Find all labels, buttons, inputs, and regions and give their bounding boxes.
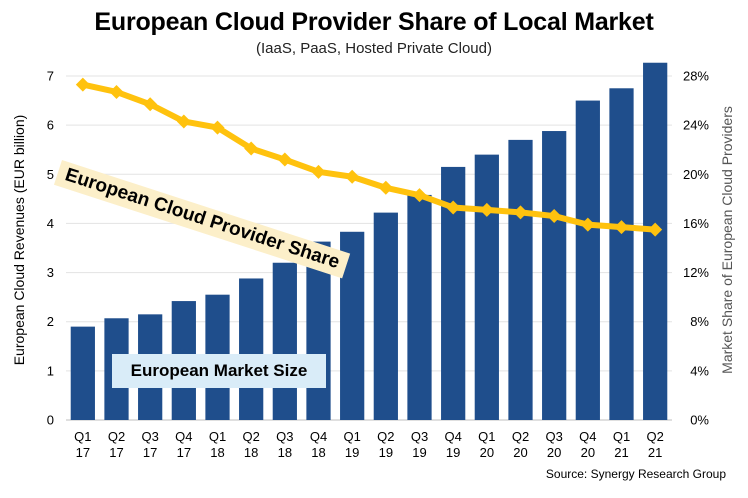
- market-series-label: European Market Size: [112, 354, 326, 388]
- y-left-tick-label: 3: [47, 265, 54, 280]
- share-point: [648, 222, 663, 237]
- x-tick-label: Q2 17: [108, 429, 125, 460]
- share-point: [547, 209, 562, 224]
- bar: [70, 326, 95, 420]
- x-tick-label: Q3 18: [276, 429, 293, 460]
- share-point: [614, 220, 629, 235]
- y-axis-left-ticks: 0 1 2 3 4 5 6 7: [47, 69, 54, 428]
- y-left-tick-label: 6: [47, 118, 54, 133]
- x-tick-label: Q1 19: [343, 429, 360, 460]
- y-right-tick-label: 8%: [690, 314, 709, 329]
- y-left-tick-label: 4: [47, 216, 54, 231]
- x-tick-label: Q3 20: [545, 429, 562, 460]
- source-note: Source: Synergy Research Group: [545, 467, 726, 481]
- x-tick-label: Q1 20: [478, 429, 495, 460]
- y-left-tick-label: 7: [47, 69, 54, 84]
- bar: [542, 131, 567, 421]
- bar: [643, 62, 668, 420]
- share-point: [311, 164, 326, 179]
- x-tick-label: Q4 20: [579, 429, 596, 460]
- y-axis-right-ticks: 0% 4% 8% 12% 16% 20% 24% 28%: [683, 69, 709, 428]
- x-tick-label: Q1 18: [209, 429, 226, 460]
- bar: [407, 194, 432, 420]
- x-tick-label: Q1 21: [613, 429, 630, 460]
- x-tick-label: Q3 17: [141, 429, 158, 460]
- x-tick-label: Q2 19: [377, 429, 394, 460]
- share-point: [143, 97, 158, 112]
- chart-title: European Cloud Provider Share of Local M…: [94, 8, 654, 36]
- y-right-tick-label: 24%: [683, 118, 709, 133]
- share-point: [378, 180, 393, 195]
- y-right-tick-label: 16%: [683, 216, 709, 231]
- y-left-tick-label: 2: [47, 314, 54, 329]
- x-tick-label: Q4 17: [175, 429, 192, 460]
- y-left-tick-label: 0: [47, 413, 54, 428]
- bar: [575, 100, 600, 421]
- y-right-tick-label: 0%: [690, 413, 709, 428]
- x-tick-label: Q4 18: [310, 429, 327, 460]
- y-left-tick-label: 1: [47, 363, 54, 378]
- share-point: [513, 205, 528, 220]
- share-point: [277, 152, 292, 167]
- share-point: [109, 84, 124, 99]
- line-series: [75, 77, 663, 237]
- x-tick-label: Q3 19: [411, 429, 428, 460]
- y-right-tick-label: 4%: [690, 363, 709, 378]
- x-tick-label: Q2 21: [646, 429, 663, 460]
- share-point: [479, 202, 494, 217]
- share-line: [79, 81, 659, 233]
- x-tick-label: Q4 19: [444, 429, 461, 460]
- share-point: [75, 77, 90, 92]
- bar: [508, 139, 533, 420]
- share-point: [412, 188, 427, 203]
- x-tick-label: Q1 17: [74, 429, 91, 460]
- y-right-tick-label: 20%: [683, 167, 709, 182]
- y-right-tick-label: 28%: [683, 69, 709, 84]
- bar: [272, 262, 297, 420]
- share-point: [446, 200, 461, 215]
- bar: [373, 212, 398, 420]
- y-right-tick-label: 12%: [683, 265, 709, 280]
- share-point: [580, 217, 595, 232]
- gridlines: [66, 75, 672, 421]
- share-point: [244, 141, 259, 156]
- share-point: [176, 114, 191, 129]
- x-axis-ticks: Q1 17 Q2 17 Q3 17 Q4 17 Q1 18 Q2 18 Q3 18 Q4 18 Q1 19 Q2 19…: [74, 429, 664, 460]
- bar: [239, 278, 264, 420]
- x-tick-label: Q2 20: [512, 429, 529, 460]
- bar: [609, 88, 634, 421]
- x-tick-label: Q2 18: [242, 429, 259, 460]
- y-axis-left-label: European Cloud Revenues (EUR billion): [11, 115, 27, 366]
- share-point: [345, 169, 360, 184]
- chart-subtitle: (IaaS, PaaS, Hosted Private Cloud): [256, 40, 492, 57]
- share-point: [210, 120, 225, 135]
- y-left-tick-label: 5: [47, 167, 54, 182]
- bar: [474, 154, 499, 420]
- y-axis-right-label: Market Share of European Cloud Providers: [719, 106, 735, 374]
